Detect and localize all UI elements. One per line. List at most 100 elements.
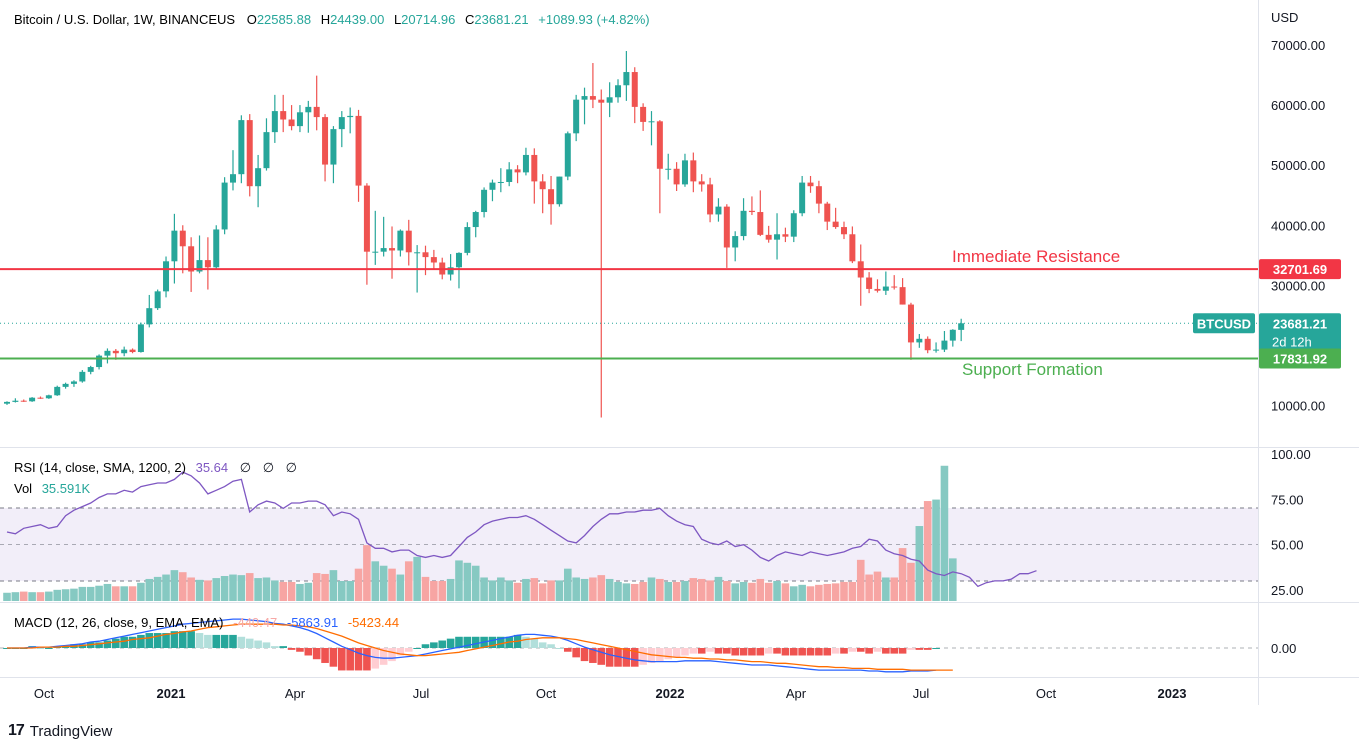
candle[interactable]: [363, 183, 370, 285]
candle[interactable]: [4, 401, 10, 405]
candle[interactable]: [171, 213, 178, 284]
candle[interactable]: [489, 179, 496, 202]
candle[interactable]: [748, 196, 755, 216]
candle[interactable]: [698, 174, 705, 192]
candle[interactable]: [29, 397, 36, 402]
candle[interactable]: [12, 398, 19, 403]
candle[interactable]: [665, 153, 672, 180]
candle[interactable]: [62, 382, 69, 389]
tradingview-branding[interactable]: 17 TradingView: [8, 722, 112, 740]
candle[interactable]: [37, 396, 44, 399]
candle[interactable]: [732, 231, 739, 262]
candle[interactable]: [514, 165, 521, 184]
candle[interactable]: [891, 275, 898, 290]
candle[interactable]: [866, 272, 873, 294]
candle[interactable]: [380, 216, 387, 257]
candle[interactable]: [522, 147, 529, 176]
candle[interactable]: [263, 118, 270, 171]
candle[interactable]: [213, 225, 220, 269]
candle[interactable]: [941, 330, 948, 353]
candle[interactable]: [163, 256, 170, 298]
candle[interactable]: [765, 225, 772, 243]
candle[interactable]: [121, 346, 128, 357]
price-axis[interactable]: 70000.00 60000.00 50000.00 40000.00 30000.00…: [1271, 38, 1325, 414]
candle[interactable]: [229, 150, 236, 191]
candle[interactable]: [807, 175, 814, 193]
candle[interactable]: [322, 114, 329, 182]
candle[interactable]: [221, 177, 228, 235]
candle[interactable]: [924, 336, 931, 354]
candle[interactable]: [907, 302, 914, 360]
candle[interactable]: [238, 115, 245, 184]
candle[interactable]: [715, 198, 722, 222]
candle[interactable]: [305, 100, 312, 133]
candle[interactable]: [573, 94, 580, 142]
candle[interactable]: [447, 254, 454, 281]
candle[interactable]: [857, 244, 864, 306]
candle[interactable]: [430, 249, 437, 270]
candle[interactable]: [556, 176, 563, 207]
candle[interactable]: [288, 105, 295, 131]
candle[interactable]: [774, 213, 781, 260]
candle[interactable]: [397, 229, 404, 257]
candle[interactable]: [179, 225, 186, 274]
candle[interactable]: [422, 245, 429, 276]
candle[interactable]: [656, 120, 663, 214]
candle[interactable]: [372, 210, 379, 265]
candle[interactable]: [497, 168, 504, 193]
candle[interactable]: [20, 399, 27, 402]
time-axis[interactable]: Oct 2021 Apr Jul Oct 2022 Apr Jul Oct 2023: [34, 686, 1187, 701]
candle[interactable]: [615, 79, 622, 103]
candle[interactable]: [45, 394, 52, 399]
candle[interactable]: [347, 107, 354, 134]
candle[interactable]: [296, 105, 303, 133]
candle[interactable]: [916, 334, 923, 348]
candle[interactable]: [790, 210, 797, 243]
candle[interactable]: [472, 210, 479, 238]
candle[interactable]: [271, 94, 278, 143]
candle[interactable]: [581, 87, 588, 125]
candle[interactable]: [606, 82, 613, 118]
candle[interactable]: [564, 131, 571, 181]
candle[interactable]: [146, 294, 153, 328]
candle[interactable]: [757, 190, 764, 237]
candle[interactable]: [280, 94, 287, 133]
candle[interactable]: [96, 354, 103, 370]
candle[interactable]: [79, 370, 86, 383]
candle[interactable]: [815, 180, 822, 214]
candle[interactable]: [455, 252, 462, 289]
candle[interactable]: [104, 348, 111, 364]
candle[interactable]: [506, 162, 513, 187]
candle[interactable]: [841, 221, 847, 240]
candle[interactable]: [255, 154, 262, 208]
candle[interactable]: [832, 207, 839, 229]
candle[interactable]: [137, 322, 144, 353]
candle[interactable]: [933, 342, 940, 353]
candle[interactable]: [799, 175, 806, 217]
candle[interactable]: [631, 67, 638, 124]
candle[interactable]: [958, 318, 965, 342]
candle[interactable]: [539, 174, 546, 214]
candle[interactable]: [824, 201, 831, 231]
candle[interactable]: [673, 162, 680, 192]
candle[interactable]: [899, 278, 906, 305]
candle[interactable]: [548, 175, 555, 225]
candle[interactable]: [882, 271, 889, 295]
candle[interactable]: [70, 380, 77, 387]
candle[interactable]: [355, 109, 362, 202]
candle[interactable]: [204, 237, 211, 290]
candle[interactable]: [648, 111, 655, 146]
candle[interactable]: [188, 237, 195, 292]
candle[interactable]: [464, 222, 471, 256]
candle[interactable]: [782, 227, 789, 243]
candle[interactable]: [949, 329, 956, 347]
candle[interactable]: [589, 63, 596, 109]
candle[interactable]: [740, 198, 747, 241]
candle[interactable]: [196, 235, 203, 274]
candle[interactable]: [681, 153, 688, 187]
candle[interactable]: [707, 177, 714, 223]
candle[interactable]: [54, 385, 61, 396]
candle[interactable]: [598, 89, 605, 418]
candlesticks[interactable]: [4, 51, 965, 418]
